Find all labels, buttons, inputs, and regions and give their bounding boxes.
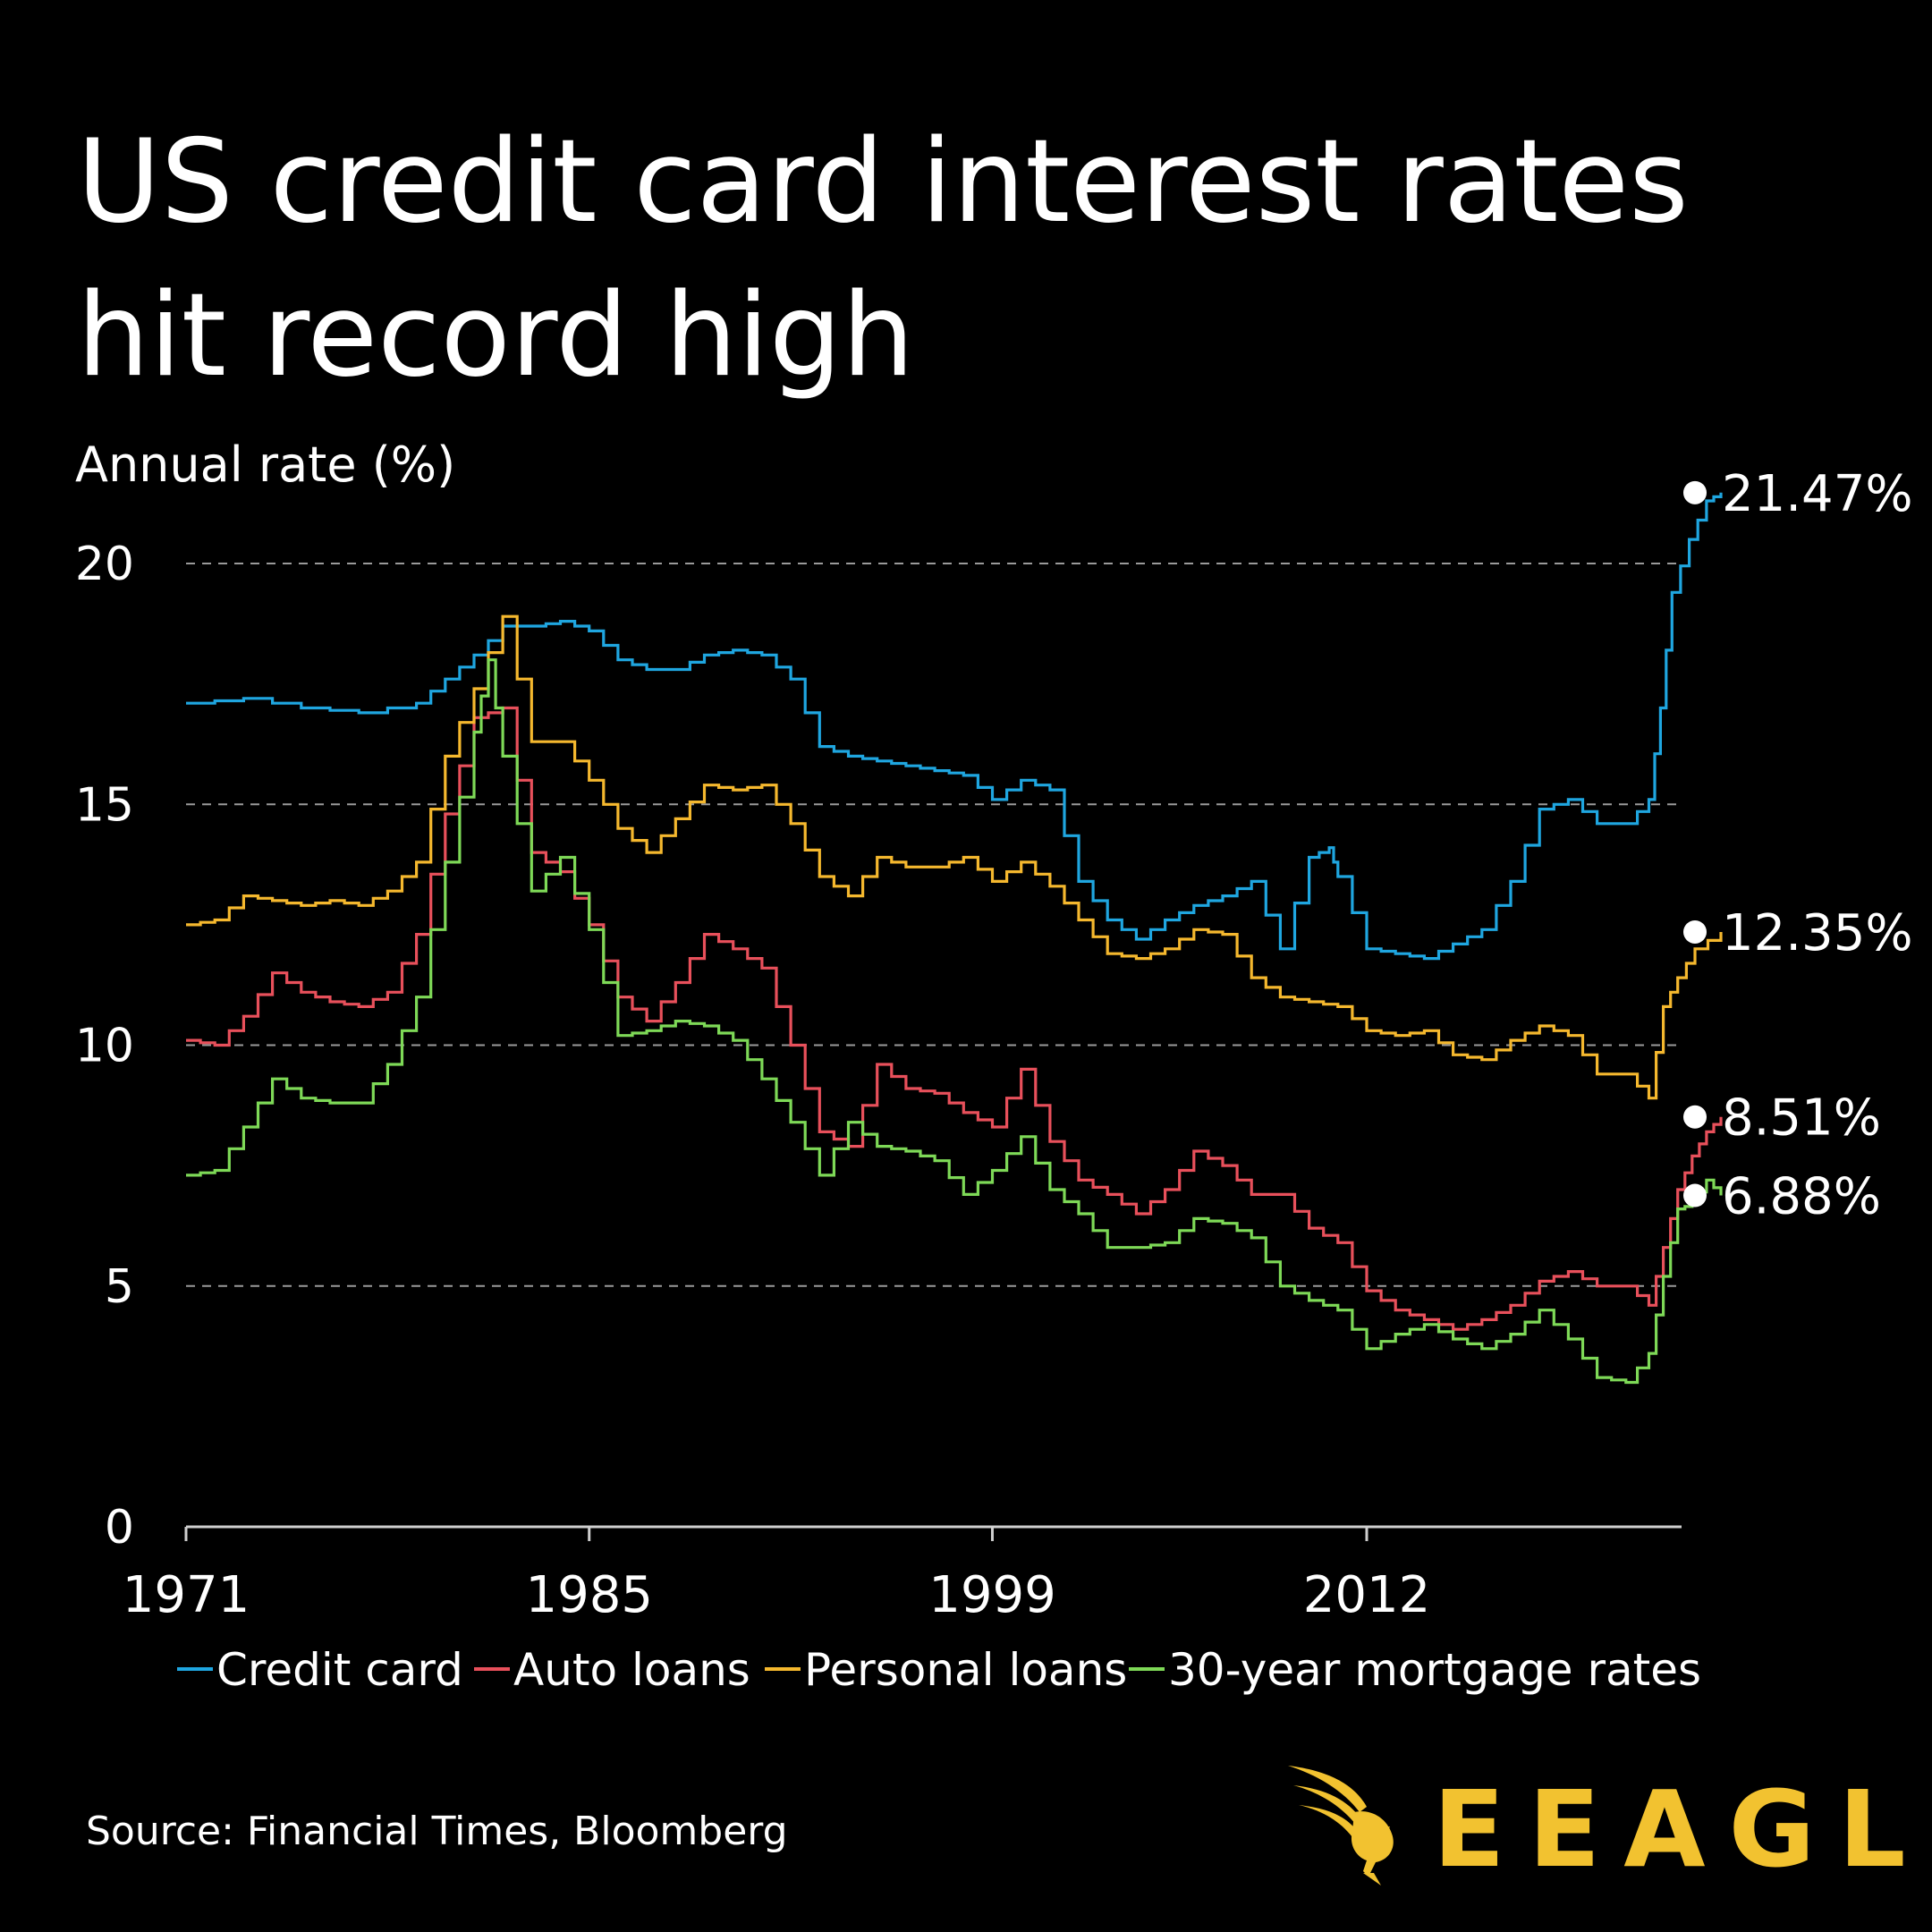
series-line-auto-loans	[186, 706, 1723, 1331]
title-line-1: US credit card interest rates	[77, 115, 1689, 249]
title-line-2: hit record high	[77, 269, 915, 402]
end-point-dot	[1683, 480, 1707, 504]
series-line-30-year-mortgage-rates	[186, 658, 1723, 1385]
legend-label: Credit card	[216, 1644, 463, 1696]
legend-label: Personal loans	[804, 1644, 1127, 1696]
eagle-icon	[1288, 1766, 1394, 1885]
y-tick-label: 10	[75, 1020, 134, 1073]
end-point-dot	[1683, 1183, 1707, 1208]
legend-label: Auto loans	[513, 1644, 750, 1696]
series-line-credit-card	[186, 492, 1723, 961]
y-tick-label: 20	[75, 538, 134, 591]
brand-name: EEAGLI	[1433, 1767, 1932, 1891]
end-point-dot	[1683, 1105, 1707, 1129]
brand-logo: EEAGLI	[1281, 1755, 1932, 1891]
y-axis-label: Annual rate (%)	[75, 436, 455, 493]
end-value-label: 21.47%	[1722, 465, 1913, 523]
x-tick-label: 1999	[928, 1566, 1056, 1624]
y-tick-label: 15	[75, 778, 134, 832]
x-tick-label: 1985	[525, 1566, 653, 1624]
y-tick-label: 5	[105, 1260, 134, 1314]
chart-title: US credit card interest rates hit record…	[77, 106, 1776, 413]
end-value-label: 6.88%	[1722, 1168, 1881, 1226]
end-value-label: 12.35%	[1722, 904, 1913, 962]
y-tick-label: 0	[105, 1501, 134, 1555]
end-point-dot	[1683, 919, 1707, 944]
legend-label: 30-year mortgage rates	[1168, 1644, 1701, 1696]
x-tick-label: 1971	[123, 1566, 250, 1624]
source-note: Source: Financial Times, Bloomberg	[86, 1809, 788, 1854]
series-line-personal-loans	[186, 614, 1723, 1100]
end-value-label: 8.51%	[1722, 1089, 1881, 1148]
x-tick-label: 2012	[1303, 1566, 1431, 1624]
